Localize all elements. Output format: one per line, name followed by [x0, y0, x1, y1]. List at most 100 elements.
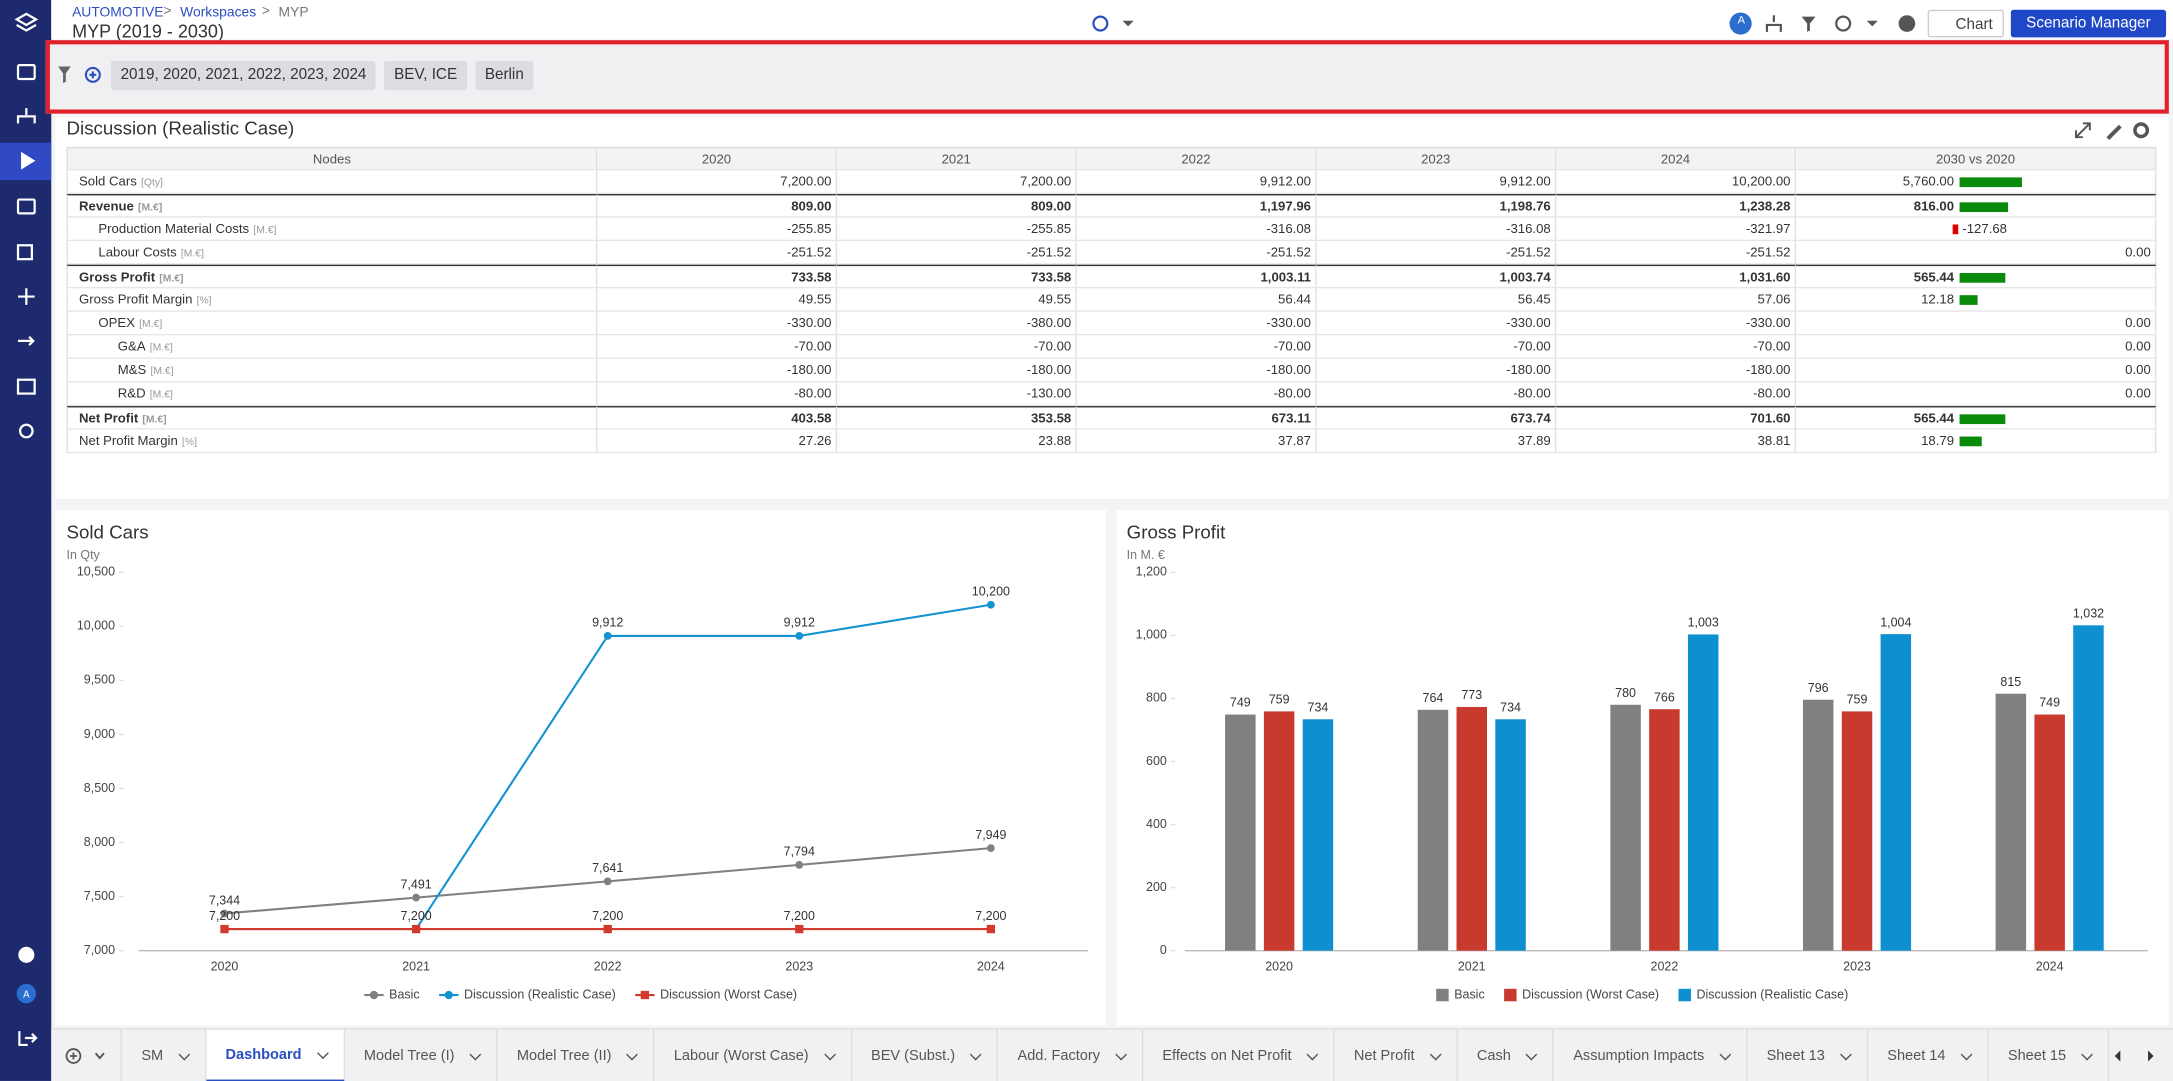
sheet-tab[interactable]: Model Tree (II) [497, 1029, 655, 1081]
data-label: 764 [1423, 691, 1444, 705]
bar [1649, 709, 1680, 951]
row-unit: [M.€] [253, 223, 277, 236]
toolbar-icons[interactable] [1725, 8, 1919, 38]
table-cell: -70.00 [1316, 335, 1557, 359]
tab-menu[interactable] [970, 1048, 982, 1060]
bar [1225, 714, 1256, 951]
breadcrumb: MYP [278, 5, 309, 21]
history-control[interactable] [1081, 8, 1143, 38]
nav-icon[interactable] [18, 288, 35, 305]
avatar[interactable] [16, 983, 37, 1004]
x-tick-label: 2022 [1651, 960, 1679, 974]
tab-controls[interactable] [2109, 1046, 2173, 1065]
table-cell: 1,003.11 [1076, 264, 1317, 289]
filter-chip[interactable]: BEV, ICE [384, 60, 467, 91]
help-icon[interactable] [18, 946, 35, 963]
sheet-tab-label: Model Tree (II) [516, 1047, 612, 1065]
chart-button[interactable]: Chart [1927, 9, 2004, 38]
logout-icon[interactable] [18, 1031, 38, 1047]
table-cell: -251.52 [1316, 241, 1557, 265]
nav-icon[interactable] [18, 423, 34, 439]
x-tick-label: 2023 [785, 960, 813, 974]
delta-value: 12.18 [1921, 292, 1955, 308]
table-cell: 49.55 [597, 288, 838, 312]
tab-menu[interactable] [1525, 1048, 1538, 1060]
scenario-manager-button[interactable]: Scenario Manager [2010, 9, 2167, 38]
filter-icons[interactable] [55, 64, 105, 86]
nav-icon[interactable] [16, 244, 33, 261]
add-sheet[interactable] [51, 1029, 122, 1081]
nav-icon[interactable] [21, 151, 36, 170]
column-header: 2022 [1076, 146, 1317, 171]
bar [1610, 704, 1641, 951]
table-cell: -70.00 [1556, 335, 1797, 359]
filter-chip[interactable]: Berlin [475, 60, 534, 91]
sheet-tab[interactable]: Model Tree (I) [345, 1029, 498, 1081]
column-header: 2023 [1316, 146, 1557, 171]
data-label: 9,912 [592, 616, 623, 630]
table-cell: 1,197.96 [1076, 194, 1317, 218]
sheet-tab[interactable]: Sheet 15 [1988, 1029, 2110, 1081]
nav-icon[interactable] [16, 378, 36, 395]
tab-menu[interactable] [1429, 1048, 1442, 1060]
sheet-tab[interactable]: Add. Factory [998, 1029, 1143, 1081]
nav-icon[interactable] [16, 64, 36, 81]
sheet-tab[interactable]: Cash [1457, 1029, 1554, 1081]
breadcrumb[interactable]: Workspaces [180, 5, 257, 21]
tab-menu[interactable] [626, 1048, 639, 1060]
data-label: 749 [1230, 696, 1251, 710]
data-label: 734 [1500, 700, 1521, 714]
tab-menu[interactable] [1839, 1048, 1852, 1060]
delta-cell: 0.00 [1796, 311, 2157, 336]
row-unit: [M.€] [180, 246, 204, 260]
y-tick-label: 200 [1146, 880, 1167, 894]
nav-icon[interactable] [16, 198, 36, 215]
table-cell: 701.60 [1556, 406, 1797, 430]
sidebar: A [0, 0, 52, 1081]
sheet-tab[interactable]: Effects on Net Profit [1143, 1029, 1335, 1081]
tab-menu[interactable] [1960, 1048, 1973, 1060]
sheet-tab[interactable]: Assumption Impacts [1554, 1029, 1748, 1081]
delta-cell: 0.00 [1796, 358, 2157, 383]
filter-chips: 2019, 2020, 2021, 2022, 2023, 2024 BEV, I… [110, 60, 534, 91]
table-cell: 733.58 [597, 264, 838, 289]
sheet-tab[interactable]: Labour (Worst Case) [654, 1029, 852, 1081]
table-tools[interactable] [2072, 119, 2155, 141]
delta-cell: 0.00 [1796, 382, 2157, 407]
logo-icon[interactable] [14, 12, 39, 32]
delta-value: -127.68 [1962, 221, 2008, 237]
filter-chip[interactable]: 2019, 2020, 2021, 2022, 2023, 2024 [110, 60, 377, 91]
row-label: R&D [M.€] [66, 382, 598, 407]
data-label: 1,032 [2073, 607, 2104, 621]
row-unit: [M.€] [159, 271, 184, 285]
tab-scroll[interactable] [2109, 1030, 2173, 1081]
sheet-tab[interactable]: BEV (Subst.) [852, 1029, 999, 1081]
point [986, 844, 995, 852]
sheet-tab[interactable]: Dashboard [206, 1029, 345, 1081]
point [795, 924, 804, 934]
tab-menu[interactable] [2081, 1048, 2093, 1060]
tab-menu[interactable] [316, 1046, 329, 1059]
sheet-tab[interactable]: Sheet 13 [1747, 1029, 1868, 1081]
nav-icon[interactable] [16, 108, 36, 124]
tab-menu[interactable] [1306, 1048, 1319, 1060]
tab-menu[interactable] [1719, 1048, 1731, 1060]
nav-icon[interactable] [18, 335, 35, 346]
tab-menu[interactable] [1114, 1048, 1127, 1060]
column-header: 2030 vs 2020 [1796, 146, 2157, 171]
breadcrumb-separator: > [261, 4, 271, 20]
row-label: Revenue [M.€] [66, 194, 598, 218]
delta-value: 0.00 [2125, 245, 2151, 261]
delta-bar [1959, 177, 2023, 188]
tab-menu[interactable] [823, 1048, 836, 1060]
row-unit: [M.€] [138, 200, 163, 214]
tab-menu[interactable] [469, 1048, 482, 1060]
breadcrumb[interactable]: AUTOMOTIVE [72, 5, 164, 21]
sheet-tab[interactable]: SM [122, 1029, 207, 1081]
sheet-tab[interactable]: Net Profit [1334, 1029, 1458, 1081]
x-tick-label: 2022 [594, 960, 622, 974]
sheet-tab[interactable]: Sheet 14 [1868, 1029, 1989, 1081]
tab-menu[interactable] [178, 1048, 190, 1060]
bar [2073, 625, 2104, 951]
